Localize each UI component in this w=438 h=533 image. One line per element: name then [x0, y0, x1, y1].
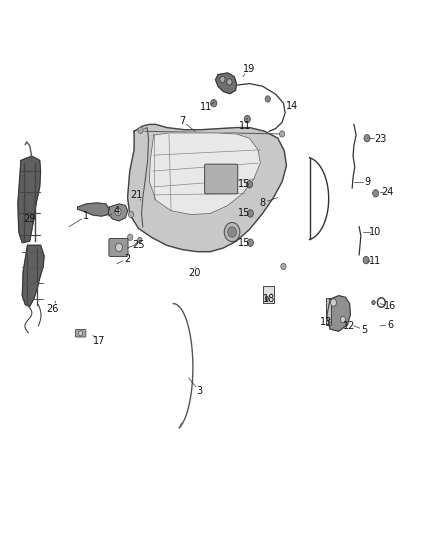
Circle shape — [128, 212, 134, 217]
Polygon shape — [149, 133, 260, 215]
Text: 15: 15 — [238, 208, 251, 219]
Circle shape — [138, 237, 142, 243]
Text: 20: 20 — [188, 268, 200, 278]
Text: 21: 21 — [130, 190, 142, 200]
FancyBboxPatch shape — [109, 238, 128, 256]
Circle shape — [224, 222, 240, 241]
Text: 8: 8 — [259, 198, 265, 208]
Text: 16: 16 — [384, 301, 396, 311]
Polygon shape — [127, 124, 286, 252]
Polygon shape — [327, 296, 350, 331]
Text: 2: 2 — [124, 254, 131, 263]
Polygon shape — [108, 204, 127, 221]
Text: 12: 12 — [343, 321, 355, 331]
Text: 11: 11 — [200, 102, 212, 112]
Text: 23: 23 — [374, 134, 386, 144]
Circle shape — [363, 256, 369, 264]
Circle shape — [265, 96, 270, 102]
Text: 1: 1 — [83, 211, 89, 221]
Text: 26: 26 — [46, 304, 59, 314]
Circle shape — [281, 263, 286, 270]
Text: 11: 11 — [369, 256, 381, 266]
Circle shape — [373, 190, 379, 197]
Text: 7: 7 — [179, 116, 185, 126]
Text: 10: 10 — [369, 227, 381, 237]
Text: 11: 11 — [239, 121, 251, 131]
Text: 29: 29 — [24, 214, 36, 224]
Circle shape — [220, 76, 225, 83]
Text: 19: 19 — [243, 64, 255, 74]
FancyBboxPatch shape — [263, 286, 274, 303]
Text: 15: 15 — [238, 179, 251, 189]
Text: 15: 15 — [238, 238, 251, 248]
FancyBboxPatch shape — [205, 164, 238, 194]
Text: 24: 24 — [381, 187, 394, 197]
Bar — [325, 298, 331, 325]
Circle shape — [340, 317, 346, 322]
FancyBboxPatch shape — [75, 329, 86, 337]
Circle shape — [116, 243, 122, 252]
Circle shape — [247, 239, 253, 246]
Circle shape — [127, 234, 133, 240]
Circle shape — [247, 210, 253, 217]
Circle shape — [138, 127, 143, 133]
Text: 14: 14 — [286, 101, 298, 111]
Text: 6: 6 — [388, 320, 394, 330]
Text: 5: 5 — [362, 325, 368, 335]
Circle shape — [227, 79, 232, 85]
Circle shape — [330, 299, 336, 306]
Circle shape — [279, 131, 285, 137]
Circle shape — [228, 227, 237, 237]
Text: 17: 17 — [93, 336, 106, 346]
Text: 25: 25 — [132, 240, 145, 251]
Text: 9: 9 — [365, 176, 371, 187]
Circle shape — [372, 301, 375, 305]
Text: 18: 18 — [263, 294, 276, 304]
Circle shape — [115, 208, 121, 216]
Text: 13: 13 — [319, 317, 332, 327]
Text: 3: 3 — [196, 386, 202, 396]
Polygon shape — [215, 73, 237, 94]
Circle shape — [247, 181, 253, 188]
Text: 4: 4 — [113, 206, 120, 216]
Circle shape — [211, 100, 217, 107]
Polygon shape — [18, 156, 41, 243]
Polygon shape — [78, 203, 110, 216]
Polygon shape — [22, 245, 44, 306]
Circle shape — [364, 134, 370, 142]
Circle shape — [265, 296, 268, 301]
Circle shape — [244, 115, 251, 123]
Circle shape — [78, 330, 83, 336]
